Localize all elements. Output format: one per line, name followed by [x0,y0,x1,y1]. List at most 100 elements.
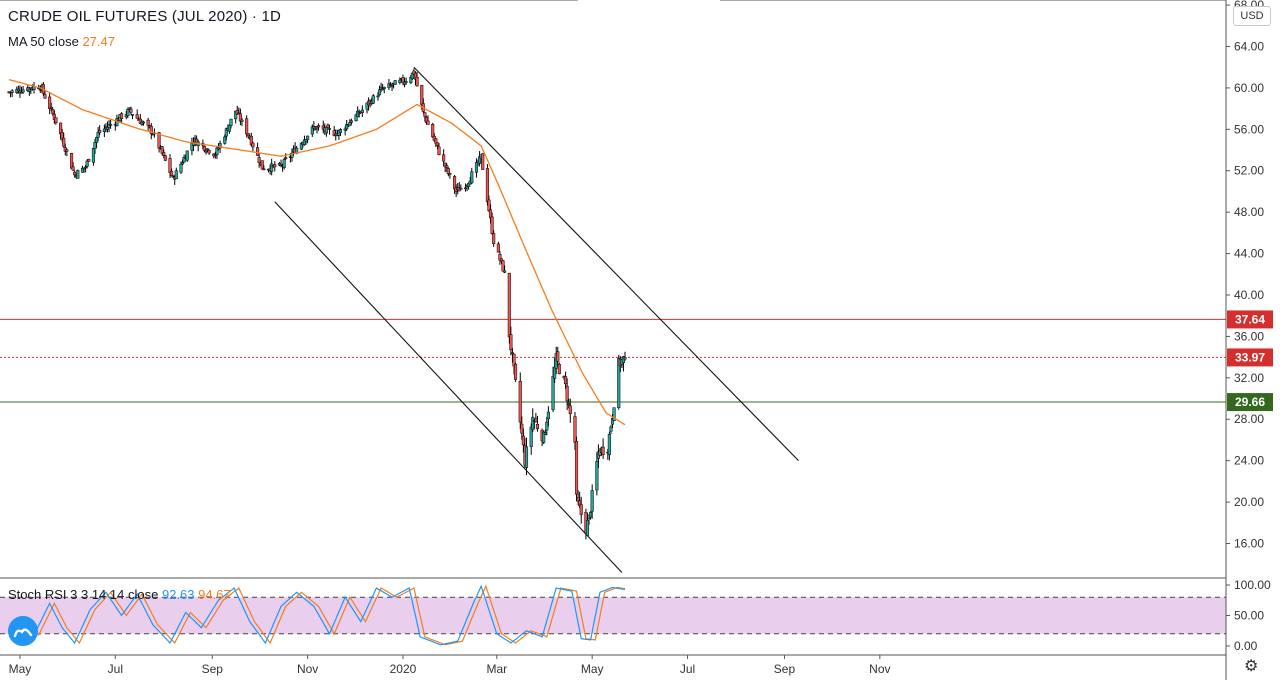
time-tick-label: Mar [486,662,507,676]
candle-up [607,434,611,456]
ma50-line [8,78,626,426]
time-tick-label: May [9,662,32,676]
candle-up [377,89,382,96]
candle-up [282,159,286,168]
candle-up [595,461,599,491]
candle-down [157,132,161,149]
candle-up [529,426,533,447]
candle-down [492,233,496,244]
price-tick-label: 44.00 [1234,247,1264,261]
price-tick-label: 28.00 [1234,412,1264,426]
candle-down [238,113,242,122]
candle-up [141,121,146,124]
candle-up [95,137,99,143]
candle-down [496,243,500,253]
candle-down [498,253,502,261]
channel-lower [274,201,623,573]
candle-up [182,156,186,163]
candle-down [87,158,91,162]
candle-down [423,112,427,117]
gear-icon[interactable]: ⚙ [1244,658,1259,675]
candle-up [474,162,479,173]
price-tick-label: 52.00 [1234,164,1264,178]
candle-down [59,122,63,135]
candle-up [93,141,97,149]
candle-up [531,416,535,431]
channel-upper [413,66,799,462]
candle-down [149,126,153,134]
candle-down [162,152,166,156]
candle-down [129,108,133,113]
candle-up [589,512,593,518]
currency-badge[interactable]: USD [1233,6,1271,26]
candle-up [617,358,621,408]
tradingview-logo-icon[interactable] [8,616,38,646]
candle-down [49,106,53,109]
candle-up [174,170,178,180]
candle-down [565,385,569,402]
candle-up [371,95,375,104]
candle-up [306,135,310,140]
candle-down [487,199,491,212]
candle-down [245,118,249,135]
candle-down [52,113,56,120]
candle-up [551,376,555,410]
candle-up [524,446,529,468]
candle-up [76,170,80,179]
candle-down [509,334,513,350]
candle-up [338,129,343,133]
price-tick-label: 36.00 [1234,329,1264,343]
candle-down [326,124,330,128]
stoch-tick-label: 100.00 [1234,578,1271,592]
candle-down [521,435,525,446]
candle-up [545,421,549,431]
candle-up [410,72,414,80]
candle-down [499,258,504,262]
candle-up [404,81,408,83]
candle-up [204,150,208,153]
candle-down [279,163,283,166]
candle-down [535,424,539,430]
candle-up [553,366,557,379]
candle-down [512,353,516,367]
price-tick-label: 32.00 [1234,371,1264,385]
trendlines [274,66,799,573]
candle-up [215,147,219,156]
candle-up [376,95,380,98]
candle-down [43,94,47,99]
candle-down [71,166,75,171]
time-tick-label: Nov [869,662,890,676]
time-tick-label: Jul [108,662,123,676]
candle-up [609,426,613,432]
candle-up [393,80,397,85]
candle-down [168,158,172,173]
candle-down [415,76,419,87]
time-tick-label: Sep [774,662,796,676]
stoch-tick-label: 50.00 [1234,609,1264,623]
candle-down [601,446,605,455]
ma-legend[interactable]: MA 50 close 27.47 [8,34,115,49]
price-tick-label: 48.00 [1234,205,1264,219]
candle-up [398,79,402,84]
stoch-legend[interactable]: Stoch RSI 3 3 14 14 close 92.63 94.67 [8,587,231,602]
candle-up [218,143,222,149]
candle-up [16,88,20,92]
candle-up [348,122,352,127]
candle-up [623,357,627,360]
candle-down [564,376,568,385]
reference-lines [0,318,1226,403]
stoch-bands [0,596,1226,635]
chart-title: CRUDE OIL FUTURES (JUL 2020) · 1D [8,8,282,25]
candle-down [442,154,446,162]
candle-down [207,150,211,154]
candle-down [51,109,55,114]
candle-down [534,418,538,423]
candle-down [260,160,264,170]
candle-up [224,128,228,137]
candle-up [546,411,550,420]
candle-up [304,139,308,142]
candle-up [390,85,394,87]
price-tick-label: 40.00 [1234,288,1264,302]
price-label-bg-resistance [1227,310,1273,329]
